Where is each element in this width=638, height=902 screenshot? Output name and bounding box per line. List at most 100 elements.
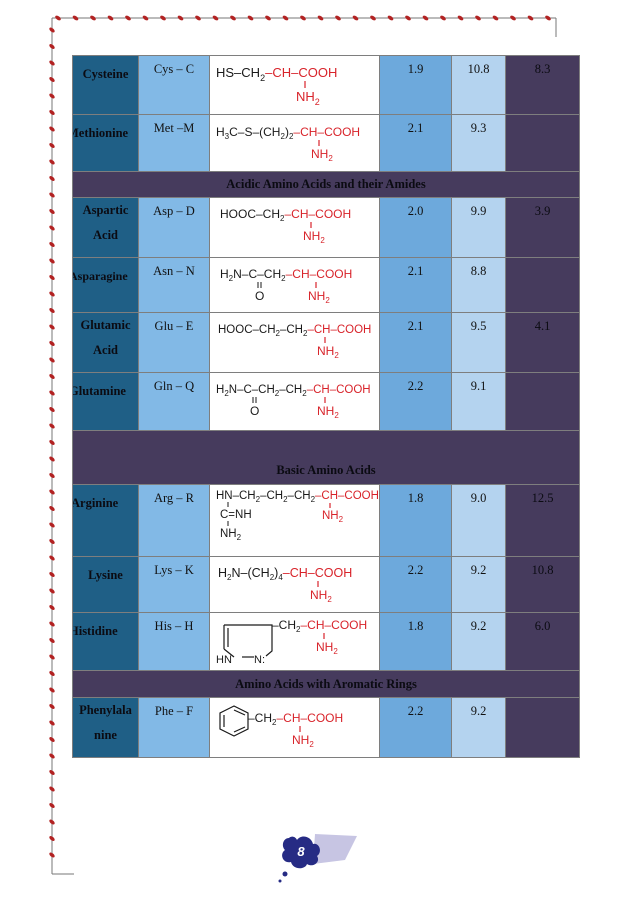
decorative-page-border — [44, 12, 564, 882]
svg-text:H2N–C–CH2–CH–COOH: H2N–C–CH2–CH–COOH — [220, 267, 352, 283]
vine-leaf-icon — [49, 852, 55, 858]
svg-text:HN–CH2–CH2–CH2–CH–COOH: HN–CH2–CH2–CH2–CH–COOH — [216, 490, 379, 504]
svg-text:NH2: NH2 — [322, 510, 344, 524]
vine-leaf-icon — [49, 143, 55, 148]
svg-text:NH2: NH2 — [308, 289, 330, 305]
vine-leaf-icon — [49, 291, 55, 297]
svg-text:HN: HN — [216, 654, 232, 666]
structural-formula: –CH2–CH–COOH NH2 HN N: — [216, 618, 367, 666]
svg-text:NH2: NH2 — [303, 229, 325, 245]
vine-leaf-icon — [49, 605, 55, 610]
pi-value: 10.8 — [505, 556, 580, 613]
vine-leaf-icon — [49, 704, 55, 709]
pk1-value: 1.9 — [379, 55, 452, 115]
svg-text:O: O — [250, 404, 259, 418]
page-number: 8 — [297, 844, 305, 859]
vine-leaf-icon — [49, 654, 55, 660]
abbreviation: Phe – F — [138, 697, 210, 758]
vine-leaf-icon — [335, 15, 341, 21]
vine-leaf-icon — [49, 489, 55, 495]
vine-leaf-icon — [49, 819, 55, 825]
vine-leaf-icon — [49, 126, 55, 132]
structure-cell: H2N–C–CH2–CH2–CH–COOH O NH2 — [209, 372, 380, 431]
structural-formula: –CH2–CH–COOH NH2 — [219, 705, 343, 749]
vine-leaf-icon — [49, 638, 55, 643]
vine-leaf-icon — [49, 671, 55, 676]
svg-text:NH2: NH2 — [317, 404, 339, 420]
vine-leaf-icon — [49, 159, 55, 165]
structure-cell: H2N–(CH2)4–CH–COOH NH2 — [209, 556, 380, 613]
pk2-value: 10.8 — [451, 55, 506, 115]
svg-text:NH2: NH2 — [311, 147, 333, 163]
vine-leaf-icon — [49, 555, 55, 561]
page-number-badge: 8 — [275, 828, 365, 888]
vine-leaf-icon — [405, 15, 411, 21]
structural-formula: HOOC–CH2–CH–COOH NH2 — [220, 207, 351, 245]
vine-leaf-icon — [492, 15, 499, 21]
vine-leaf-icon — [49, 522, 55, 528]
svg-text:N:: N: — [254, 654, 265, 666]
pk1-value: 2.1 — [379, 312, 452, 373]
pk1-value: 2.1 — [379, 257, 452, 313]
abbreviation: Asp – D — [138, 197, 210, 258]
vine-leaf-icon — [49, 209, 55, 214]
table-row: Glutamine Gln – Q H2N–C–CH2–CH2–CH–COOH … — [72, 372, 580, 431]
vine-leaf-icon — [212, 15, 219, 21]
svg-text:NH2: NH2 — [220, 528, 242, 542]
table-row: Cysteine Cys – C HS–CH2–CH–COOH NH2 1.9 … — [72, 55, 580, 115]
pk1-value: 1.8 — [379, 484, 452, 557]
svg-text:HS–CH2–CH–COOH: HS–CH2–CH–COOH — [216, 65, 337, 83]
amino-acid-name: Aspartic Acid — [72, 197, 139, 258]
pk2-value: 9.1 — [451, 372, 506, 431]
vine-leaf-icon — [177, 15, 184, 21]
vine-leaf-icon — [49, 456, 55, 462]
svg-text:NH2: NH2 — [292, 733, 314, 749]
vine-leaf-icon — [352, 15, 359, 21]
vine-leaf-icon — [230, 15, 236, 21]
abbreviation: Lys – K — [138, 556, 210, 613]
vine-leaf-icon — [49, 225, 55, 231]
vine-leaf-icon — [49, 93, 55, 99]
imidazole-ring-icon — [223, 624, 273, 658]
pi-value — [505, 114, 580, 172]
vine-leaf-icon — [49, 473, 55, 478]
vine-leaf-icon — [317, 15, 324, 21]
vine-leaf-icon — [49, 324, 55, 330]
vine-leaf-icon — [545, 15, 551, 21]
vine-leaf-icon — [142, 15, 149, 21]
vine-leaf-icon — [475, 15, 481, 21]
pi-value: 6.0 — [505, 612, 580, 671]
pk2-value: 9.2 — [451, 556, 506, 613]
vine-leaf-icon — [195, 15, 201, 21]
vine-leaf-icon — [55, 15, 61, 21]
pk2-value: 9.2 — [451, 697, 506, 758]
structure-cell: HOOC–CH2–CH2–CH–COOH NH2 — [209, 312, 380, 373]
structural-formula: HOOC–CH2–CH2–CH–COOH NH2 — [218, 324, 371, 360]
abbreviation: Gln – Q — [138, 372, 210, 431]
abbreviation: Glu – E — [138, 312, 210, 373]
vine-leaf-icon — [72, 15, 79, 21]
table-row: Aspartic Acid Asp – D HOOC–CH2–CH–COOH NH… — [72, 197, 580, 258]
vine-leaf-icon — [125, 15, 131, 21]
vine-leaf-icon — [49, 786, 55, 792]
structure-cell: HN–CH2–CH2–CH2–CH–COOH C=NH NH2 NH2 — [209, 484, 380, 557]
vine-leaf-icon — [49, 258, 55, 264]
vine-leaf-icon — [49, 60, 55, 66]
pk2-value: 9.0 — [451, 484, 506, 557]
vine-leaf-icon — [510, 15, 516, 21]
table-row: Glutamic Acid Glu – E HOOC–CH2–CH2–CH–COO… — [72, 312, 580, 373]
vine-leaf-icon — [49, 836, 55, 841]
vine-leaf-icon — [49, 407, 55, 412]
table-row: Phenylala nine Phe – F –CH2–CH–COOH NH2 2… — [72, 697, 580, 758]
vine-leaf-icon — [49, 308, 55, 313]
vine-leaf-icon — [49, 539, 55, 544]
vine-leaf-icon — [49, 423, 55, 429]
vine-leaf-icon — [49, 770, 55, 775]
vine-leaf-icon — [300, 15, 306, 21]
table-row: Asparagine Asn – N H2N–C–CH2–CH–COOH O N… — [72, 257, 580, 313]
svg-text:HOOC–CH2–CH2–CH–COOH: HOOC–CH2–CH2–CH–COOH — [218, 324, 371, 338]
section-header-aromatic: Amino Acids with Aromatic Rings — [72, 670, 580, 698]
svg-text:C=NH: C=NH — [220, 509, 252, 521]
svg-text:NH2: NH2 — [317, 344, 339, 360]
vine-leaf-icon — [49, 753, 55, 759]
